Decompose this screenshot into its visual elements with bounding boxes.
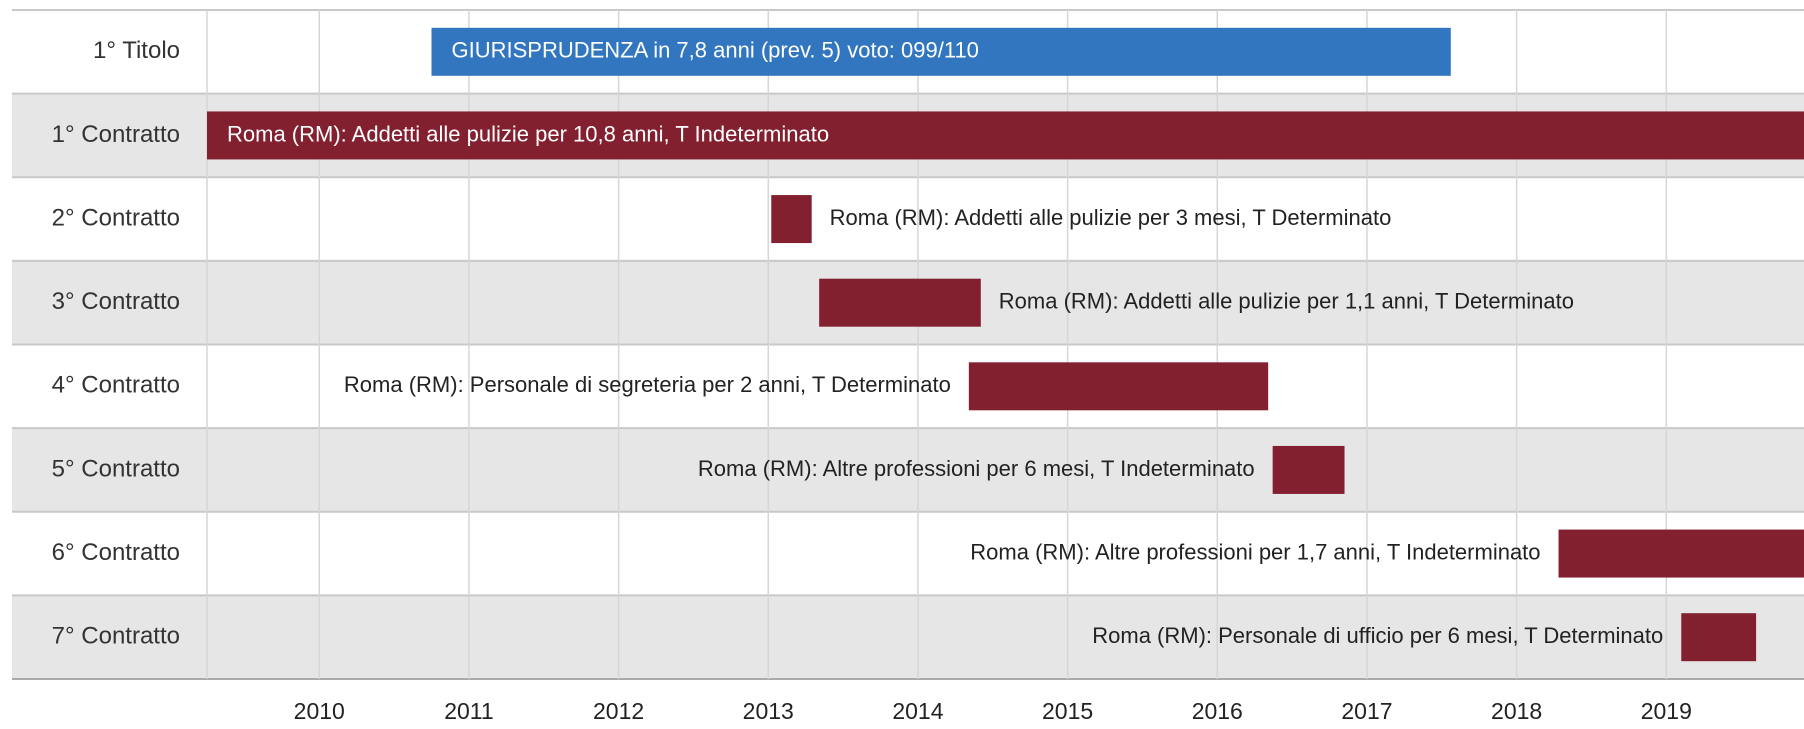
- row-background: [12, 511, 1804, 596]
- bar-label: GIURISPRUDENZA in 7,8 anni (prev. 5) vot…: [452, 38, 979, 63]
- row-background: [12, 344, 1804, 429]
- row-label: 5° Contratto: [52, 455, 180, 482]
- x-tick-label: 2012: [593, 698, 644, 724]
- bar-label: Roma (RM): Addetti alle pulizie per 3 me…: [830, 205, 1392, 230]
- bar-label: Roma (RM): Addetti alle pulizie per 10,8…: [227, 121, 829, 146]
- row-background: [12, 177, 1804, 261]
- bar-label: Roma (RM): Altre professioni per 6 mesi,…: [698, 456, 1255, 481]
- bar-label: Roma (RM): Personale di ufficio per 6 me…: [1092, 623, 1663, 648]
- x-tick-label: 2015: [1042, 698, 1093, 724]
- row-label: 4° Contratto: [52, 372, 180, 399]
- bar: [431, 27, 1451, 76]
- row-label: 1° Titolo: [93, 37, 180, 64]
- x-tick-label: 2016: [1192, 698, 1243, 724]
- bar: [1681, 613, 1757, 662]
- row-label: 7° Contratto: [52, 623, 180, 650]
- bar: [1558, 529, 1804, 578]
- bar: [207, 111, 1804, 160]
- row-label: 2° Contratto: [52, 204, 180, 231]
- row-label: 3° Contratto: [52, 288, 180, 315]
- x-tick-label: 2011: [444, 698, 493, 724]
- x-tick-label: 2017: [1341, 698, 1392, 724]
- rows: [12, 9, 1804, 680]
- x-tick-label: 2010: [294, 698, 345, 724]
- x-tick-label: 2014: [892, 698, 943, 724]
- row-label: 1° Contratto: [52, 121, 180, 148]
- bar: [819, 278, 981, 327]
- row-label: 6° Contratto: [52, 539, 180, 566]
- bar-label: Roma (RM): Addetti alle pulizie per 1,1 …: [999, 289, 1574, 314]
- bar: [771, 195, 812, 244]
- bars: [207, 27, 1804, 662]
- row-background: [12, 595, 1804, 679]
- bar: [1272, 445, 1345, 494]
- x-tick-label: 2013: [743, 698, 794, 724]
- bar-label: Roma (RM): Personale di segreteria per 2…: [344, 372, 951, 397]
- bar: [968, 362, 1269, 411]
- bar-label: Roma (RM): Altre professioni per 1,7 ann…: [970, 539, 1540, 564]
- labels: 1° Titolo 1° Contratto 2° Contratto 3° Cont…: [52, 37, 1692, 724]
- row-background: [12, 428, 1804, 512]
- x-tick-label: 2019: [1641, 698, 1692, 724]
- x-tick-label: 2018: [1491, 698, 1542, 724]
